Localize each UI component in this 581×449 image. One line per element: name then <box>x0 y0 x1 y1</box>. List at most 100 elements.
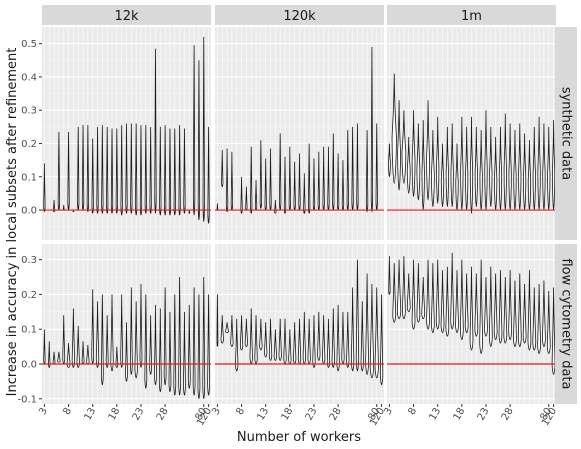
violin <box>440 143 445 208</box>
violin <box>278 318 282 361</box>
violin <box>279 133 282 211</box>
violin <box>317 311 321 361</box>
violin <box>139 125 143 216</box>
x-tick-label: 3 <box>210 406 223 417</box>
x-tick-label: 28 <box>500 406 516 423</box>
violin <box>183 128 186 214</box>
x-tick-label: 18 <box>107 406 123 423</box>
x-tick-label: 8 <box>234 406 247 417</box>
violin <box>401 110 407 184</box>
violin <box>406 273 411 313</box>
violin <box>207 294 210 396</box>
column-strip-2 <box>215 5 384 25</box>
violin <box>139 283 143 368</box>
violin <box>105 315 109 368</box>
x-tick-label: 13 <box>82 406 98 423</box>
violin <box>178 277 181 396</box>
x-tick-label: 8 <box>406 406 419 417</box>
x-tick-label: 28 <box>155 406 171 423</box>
violin <box>221 150 224 188</box>
violin <box>66 343 71 368</box>
violin <box>517 273 522 348</box>
violin <box>331 308 335 368</box>
violin <box>445 266 450 337</box>
violin <box>370 46 374 213</box>
violin <box>125 123 128 214</box>
x-tick-label: 13 <box>255 406 271 423</box>
y-tick-label: 0.2 <box>21 139 37 150</box>
violin <box>225 322 229 334</box>
panel-r2-c2 <box>215 244 384 404</box>
violin <box>503 277 508 344</box>
violin <box>71 308 75 368</box>
panel-r1-c2 <box>215 27 384 240</box>
violin <box>488 266 493 348</box>
violin <box>312 315 316 368</box>
violin <box>369 283 375 379</box>
violin <box>508 270 512 341</box>
violin <box>388 143 391 178</box>
violin <box>57 131 61 211</box>
row-strip-2 <box>555 244 577 404</box>
violin <box>158 308 162 393</box>
violin <box>532 287 537 351</box>
y-tick-label: 0.3 <box>21 255 37 266</box>
violin <box>396 259 402 320</box>
violin <box>406 136 411 194</box>
violin <box>375 123 378 211</box>
violin <box>346 130 349 211</box>
violin <box>43 163 46 213</box>
violin <box>464 273 469 334</box>
violin <box>365 273 369 375</box>
violin <box>188 210 191 214</box>
x-tick-label: 23 <box>304 406 320 423</box>
violin <box>48 341 51 368</box>
column-strip-label: 12k <box>114 9 139 24</box>
violin <box>421 277 426 320</box>
violin <box>110 294 114 372</box>
violin <box>527 270 532 351</box>
violin <box>489 126 493 208</box>
column-strip-label: 120k <box>283 9 316 24</box>
violin <box>57 351 61 363</box>
violin <box>173 128 176 216</box>
violin <box>268 318 273 361</box>
violin <box>411 110 416 198</box>
violin <box>135 123 138 216</box>
violin <box>149 126 152 214</box>
x-tick-label: 18 <box>280 406 296 423</box>
violin <box>202 36 205 223</box>
violin <box>264 322 268 358</box>
violin <box>355 259 360 372</box>
violin <box>551 287 556 375</box>
y-tick-label: 0.4 <box>21 72 37 83</box>
panel-r2-c1 <box>42 244 211 404</box>
violin <box>356 123 359 211</box>
violin <box>129 287 133 375</box>
row-strip-label: flow cytometry data <box>559 258 574 389</box>
violin <box>144 125 147 214</box>
violin <box>402 256 406 320</box>
y-tick-label: 0.3 <box>21 106 37 117</box>
violin <box>351 126 354 211</box>
violin <box>250 146 253 214</box>
violin <box>77 126 80 211</box>
violin <box>168 311 172 393</box>
violin <box>95 301 100 368</box>
violin <box>273 329 277 361</box>
row-strip-label: synthetic data <box>559 87 574 180</box>
violin <box>431 263 435 334</box>
violin <box>436 116 440 204</box>
violin <box>125 322 128 382</box>
violin <box>164 125 167 216</box>
violin <box>303 173 306 214</box>
violin <box>62 205 65 211</box>
violin <box>411 259 416 330</box>
violin <box>168 128 172 216</box>
violin <box>134 301 138 379</box>
violin <box>259 318 263 351</box>
violin <box>173 294 177 396</box>
panel-r1-c3 <box>387 27 556 240</box>
violin <box>202 277 206 400</box>
